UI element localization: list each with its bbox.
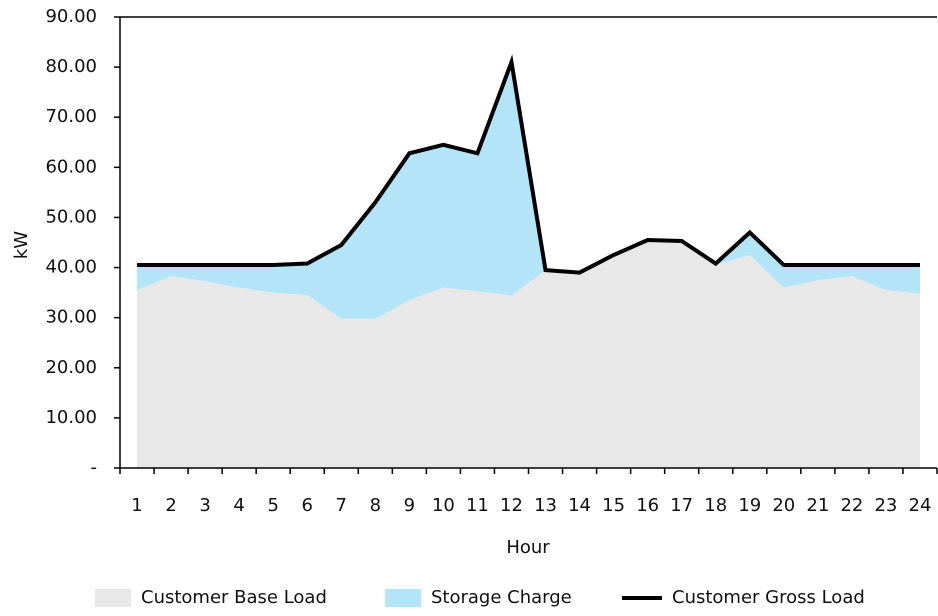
legend-label: Storage Charge: [431, 587, 572, 608]
x-tick-label: 5: [267, 495, 278, 516]
x-axis-label: Hour: [506, 537, 550, 558]
x-tick-label: 9: [404, 495, 415, 516]
x-tick-label: 19: [738, 495, 761, 516]
x-tick-label: 20: [772, 495, 795, 516]
y-tick-label: 70.00: [45, 106, 97, 127]
x-tick-label: 15: [602, 495, 625, 516]
y-tick-label: 10.00: [45, 407, 97, 428]
x-tick-label: 7: [336, 495, 347, 516]
legend-swatch: [385, 589, 421, 607]
x-tick-label: 23: [874, 495, 897, 516]
x-tick-label: 24: [909, 495, 932, 516]
x-tick-label: 11: [466, 495, 489, 516]
x-tick-label: 14: [568, 495, 591, 516]
y-axis-label: kW: [11, 231, 32, 259]
x-tick-label: 2: [165, 495, 176, 516]
y-tick-label: 50.00: [45, 206, 97, 227]
x-tick-label: 13: [534, 495, 557, 516]
y-tick-label: 40.00: [45, 257, 97, 278]
legend-swatch: [95, 589, 131, 607]
x-tick-label: 10: [432, 495, 455, 516]
x-tick-label: 8: [370, 495, 381, 516]
x-tick-label: 18: [704, 495, 727, 516]
x-tick-label: 16: [636, 495, 659, 516]
y-tick-label: 20.00: [45, 357, 97, 378]
y-tick-label: 90.00: [45, 6, 97, 27]
x-tick-label: 12: [500, 495, 523, 516]
x-tick-label: 4: [233, 495, 244, 516]
x-tick-label: 22: [840, 495, 863, 516]
x-tick-label: 3: [199, 495, 210, 516]
x-tick-label: 6: [302, 495, 313, 516]
y-tick-label: 80.00: [45, 56, 97, 77]
area: [137, 239, 920, 468]
y-tick-label: 30.00: [45, 307, 97, 328]
legend-label: Customer Gross Load: [672, 587, 865, 608]
y-tick-label: 60.00: [45, 156, 97, 177]
x-tick-label: 1: [131, 495, 142, 516]
y-tick-label: -: [91, 457, 98, 478]
x-tick-label: 21: [806, 495, 829, 516]
area: [137, 62, 920, 319]
x-tick-label: 17: [670, 495, 693, 516]
legend-label: Customer Base Load: [141, 587, 327, 608]
line: [137, 54, 920, 275]
